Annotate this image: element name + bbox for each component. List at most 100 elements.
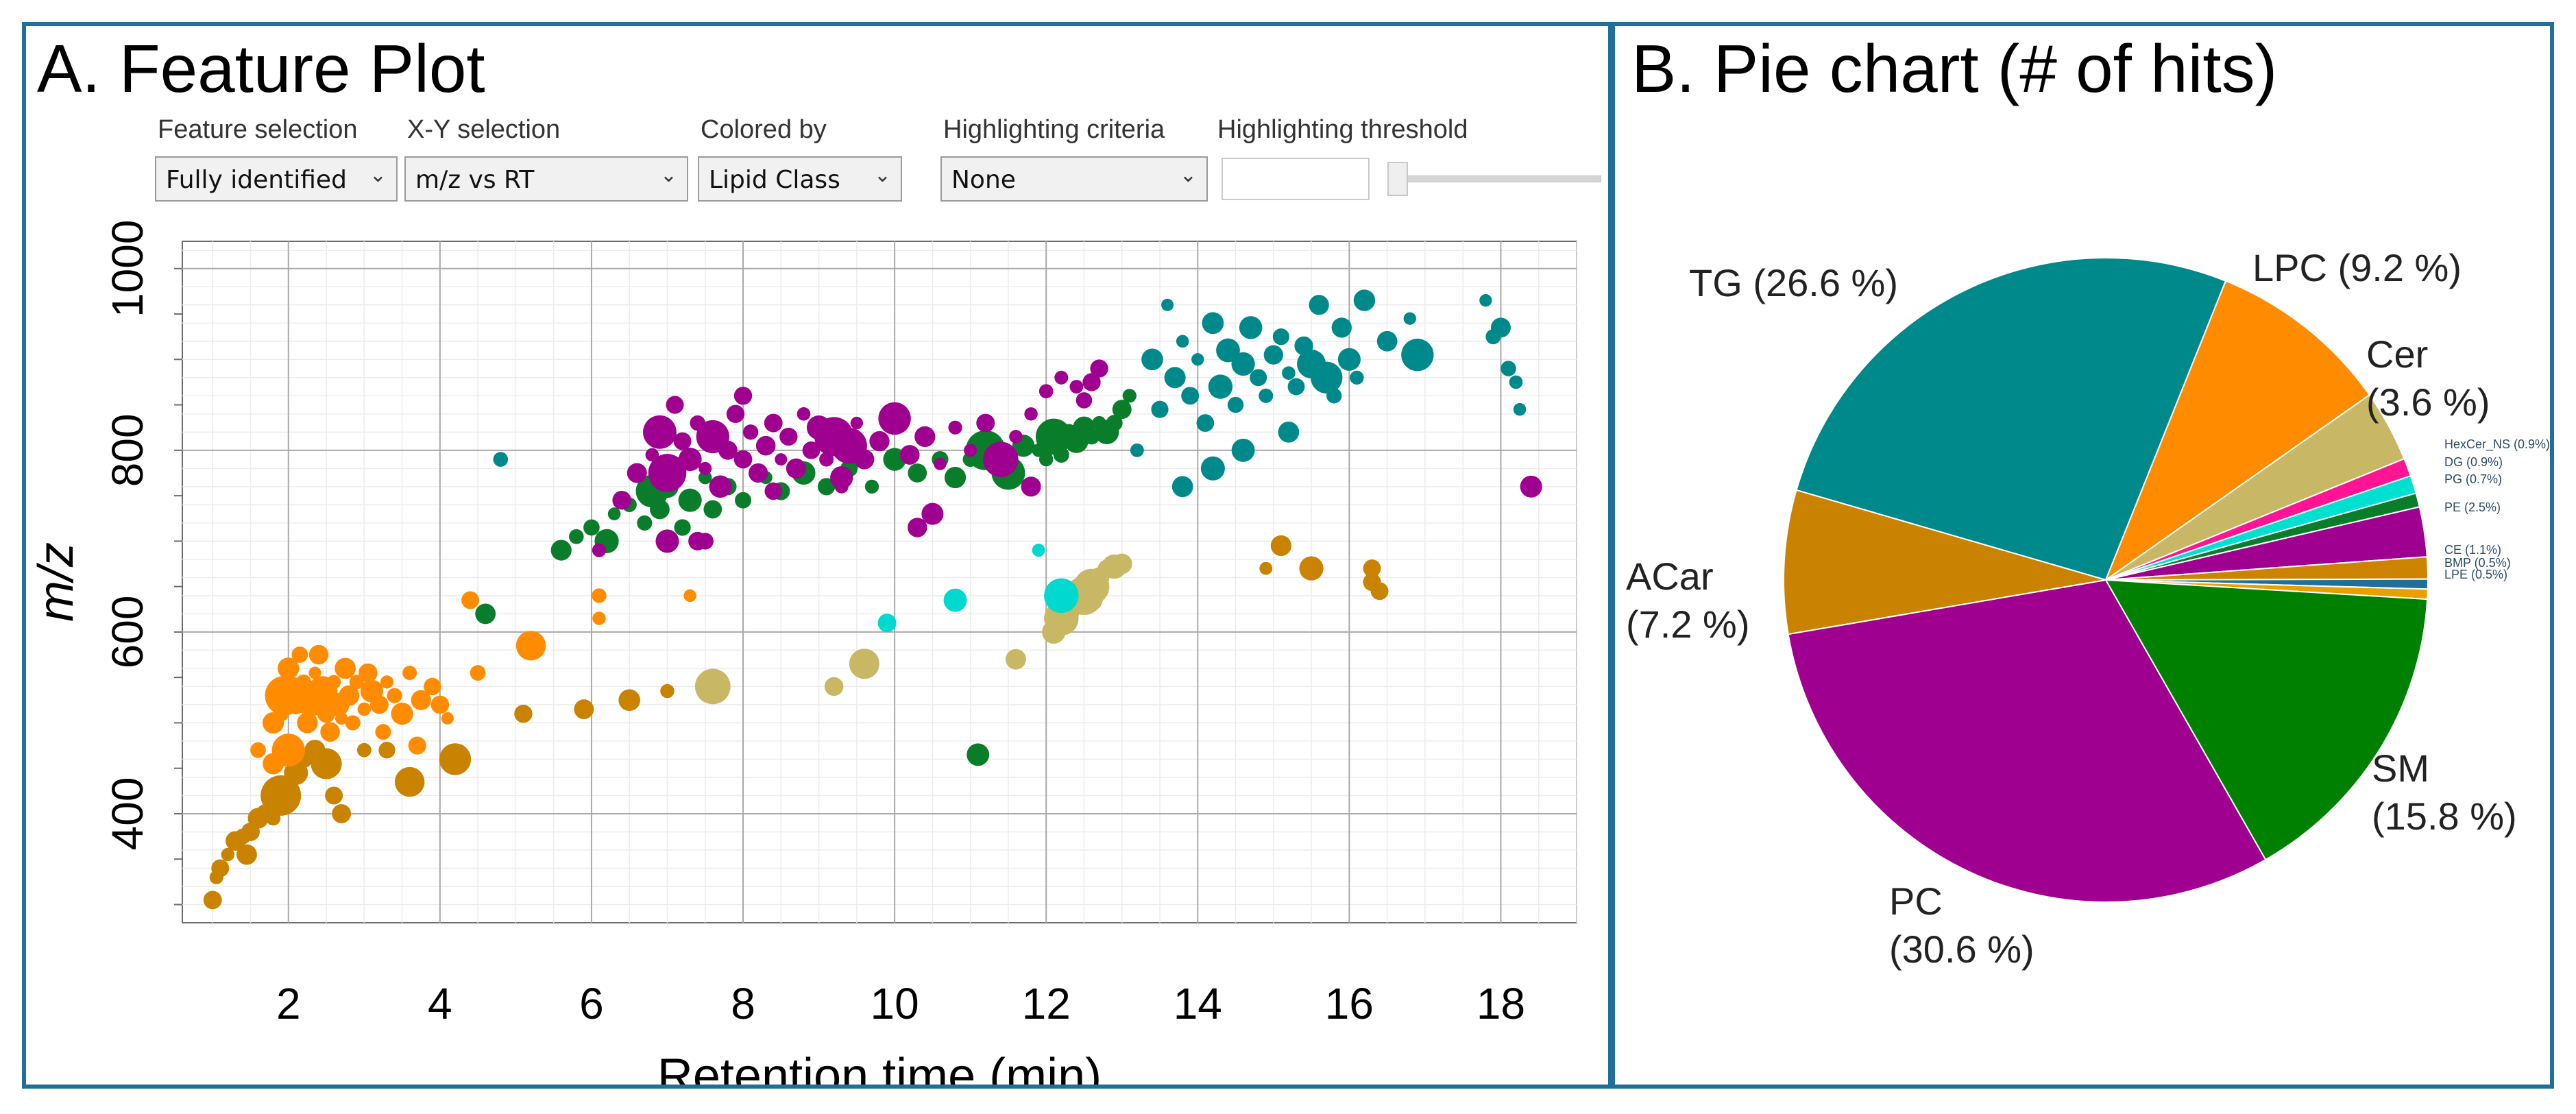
- scatter-point: [908, 518, 927, 537]
- highlighting-threshold-input[interactable]: [1222, 158, 1370, 200]
- chevron-down-icon: ⌄: [659, 163, 677, 187]
- scatter-point: [1376, 330, 1398, 352]
- scatter-point: [824, 677, 844, 697]
- scatter-point: [733, 387, 753, 405]
- scatter-point: [1021, 476, 1041, 497]
- scatter-point: [698, 461, 712, 475]
- x-tick-label: 8: [731, 979, 755, 1028]
- colored-by-dropdown[interactable]: Lipid Class ⌄: [698, 156, 902, 202]
- scatter-point: [817, 478, 836, 496]
- scatter-point: [1024, 407, 1038, 421]
- scatter-point: [1363, 559, 1381, 578]
- scatter-point: [648, 454, 687, 492]
- xy-selection-label: X-Y selection: [407, 115, 561, 144]
- series-dg: [877, 544, 1079, 633]
- y-tick-label: 600: [103, 596, 152, 669]
- scatter-point: [1490, 317, 1511, 338]
- scatter-point: [934, 457, 947, 470]
- scatter-point: [1164, 367, 1186, 389]
- scatter-point: [1227, 396, 1244, 413]
- slice-label-tg: TG (26.6 %): [1689, 261, 1898, 304]
- scatter-point: [779, 427, 798, 446]
- scatter-point: [221, 847, 235, 862]
- scatter-point: [408, 736, 426, 755]
- scatter-point: [263, 753, 284, 775]
- scatter-point: [944, 466, 967, 489]
- scatter-point: [869, 431, 890, 452]
- scatter-point: [276, 675, 301, 699]
- highlighting-criteria-dropdown[interactable]: None ⌄: [940, 156, 1208, 202]
- scatter-point: [569, 529, 584, 544]
- scatter-point: [764, 413, 783, 433]
- scatter-point: [1176, 335, 1189, 348]
- scatter-point: [733, 450, 753, 469]
- scatter-point: [899, 445, 920, 465]
- scatter-point: [441, 712, 454, 725]
- scatter-point: [211, 859, 230, 877]
- scatter-point: [703, 500, 722, 519]
- slice-label-ce: CE (1.1%): [2444, 543, 2501, 557]
- scatter-point: [574, 699, 594, 719]
- y-tick-label: 800: [103, 413, 152, 487]
- scatter-point: [1263, 345, 1283, 365]
- scatter-point: [650, 499, 670, 520]
- scatter-point: [430, 695, 450, 714]
- scatter-point: [834, 479, 849, 494]
- pie-chart-panel: B. Pie chart (# of hits) TG (26.6 %) LPC …: [1611, 22, 2554, 1089]
- scatter-point: [592, 612, 606, 625]
- scatter-point: [1272, 328, 1289, 346]
- scatter-point: [514, 704, 533, 723]
- threshold-slider-handle[interactable]: [1387, 162, 1408, 196]
- scatter-point: [1278, 421, 1300, 443]
- slice-label-dg: DG (0.9%): [2444, 455, 2503, 469]
- scatter-point: [356, 742, 372, 758]
- scatter-point: [1231, 352, 1255, 376]
- scatter-point: [592, 543, 607, 557]
- scatter-point: [1080, 589, 1103, 612]
- scatter-point: [683, 589, 696, 603]
- scatter-point: [335, 712, 348, 725]
- scatter-point: [394, 766, 425, 797]
- scatter-point: [1208, 374, 1233, 399]
- pie-slice-lpc: [2104, 280, 2371, 582]
- scatter-point: [583, 519, 600, 536]
- scatter-point: [1216, 338, 1240, 363]
- series-pc: [612, 359, 1542, 553]
- scatter-point: [1337, 348, 1361, 371]
- scatter-point: [358, 663, 378, 683]
- scatter-point: [618, 689, 641, 712]
- feature-selection-value: Fully identified: [166, 166, 347, 194]
- slice-label-pg: PG (0.7%): [2444, 472, 2502, 486]
- xy-selection-dropdown[interactable]: m/z vs RT ⌄: [404, 156, 688, 202]
- scatter-point: [250, 742, 266, 758]
- scatter-point: [688, 531, 707, 550]
- scatter-point: [797, 407, 811, 421]
- scatter-point: [627, 463, 647, 483]
- scatter-point: [1520, 475, 1542, 498]
- scatter-point: [278, 657, 300, 679]
- x-tick-label: 2: [276, 979, 301, 1028]
- scatter-point: [850, 416, 864, 430]
- scatter-point: [1006, 649, 1026, 670]
- scatter-point: [660, 683, 675, 699]
- scatter-point: [1200, 456, 1225, 481]
- slice-label-hexcer_ns: HexCer_NS (0.9%): [2444, 437, 2550, 452]
- x-axis-title: Retention time (min): [657, 1049, 1102, 1085]
- scatter-point: [786, 458, 806, 479]
- scatter-point: [1259, 561, 1273, 575]
- feature-selection-dropdown[interactable]: Fully identified ⌄: [155, 156, 398, 202]
- chevron-down-icon: ⌄: [873, 163, 891, 187]
- scatter-point: [1311, 361, 1343, 393]
- scatter-point: [908, 463, 927, 483]
- scatter-point: [877, 614, 897, 633]
- scatter-point: [1122, 389, 1137, 403]
- scatter-point: [291, 646, 308, 663]
- x-tick-label: 18: [1477, 979, 1525, 1028]
- slice-pct-label-cer: (3.6 %): [2366, 380, 2490, 424]
- scatter-point: [764, 482, 783, 500]
- scatter-point: [402, 666, 417, 681]
- scatter-point: [802, 441, 821, 459]
- scatter-point: [1181, 387, 1200, 405]
- scatter-point: [1509, 375, 1523, 389]
- scatter-point: [335, 657, 356, 679]
